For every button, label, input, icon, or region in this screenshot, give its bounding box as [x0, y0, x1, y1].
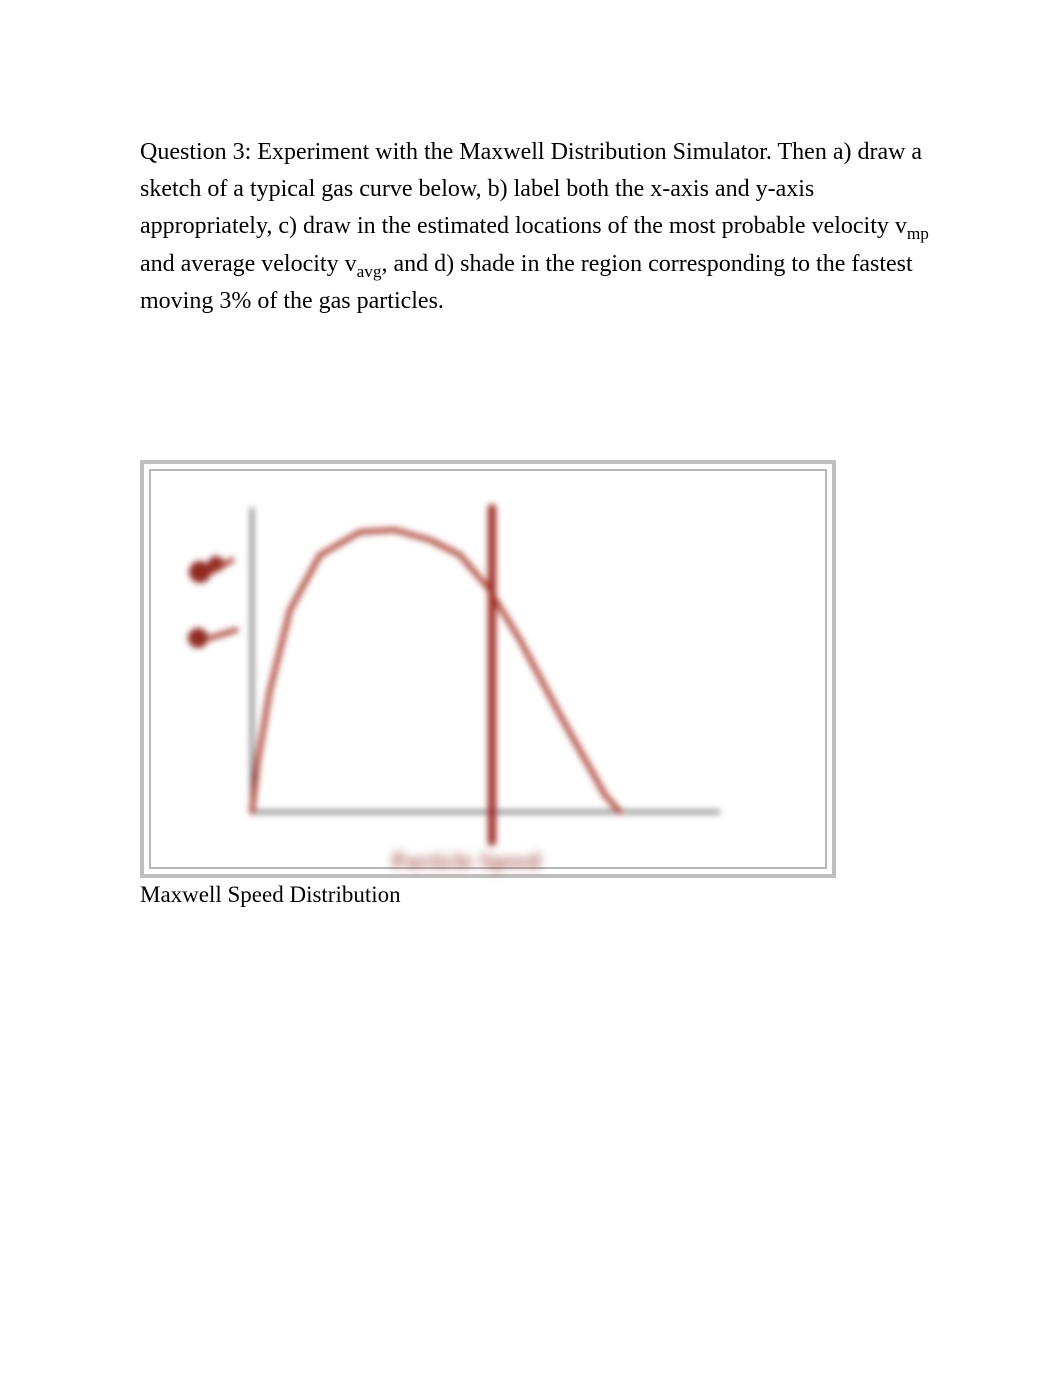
maxwell-chart: Particle Speed: [140, 460, 836, 878]
chart-svg: [140, 460, 836, 878]
question-prefix: Question 3:: [140, 139, 257, 165]
chart-container: Particle Speed Maxwell Speed Distributio…: [140, 460, 932, 908]
chart-caption: Maxwell Speed Distribution: [140, 882, 932, 908]
document-page: Question 3: Experiment with the Maxwell …: [0, 0, 1062, 1376]
question-text: Question 3: Experiment with the Maxwell …: [140, 134, 932, 320]
question-body: Experiment with the Maxwell Distribution…: [140, 139, 929, 314]
x-axis-label-blurred: Particle Speed: [392, 848, 541, 874]
